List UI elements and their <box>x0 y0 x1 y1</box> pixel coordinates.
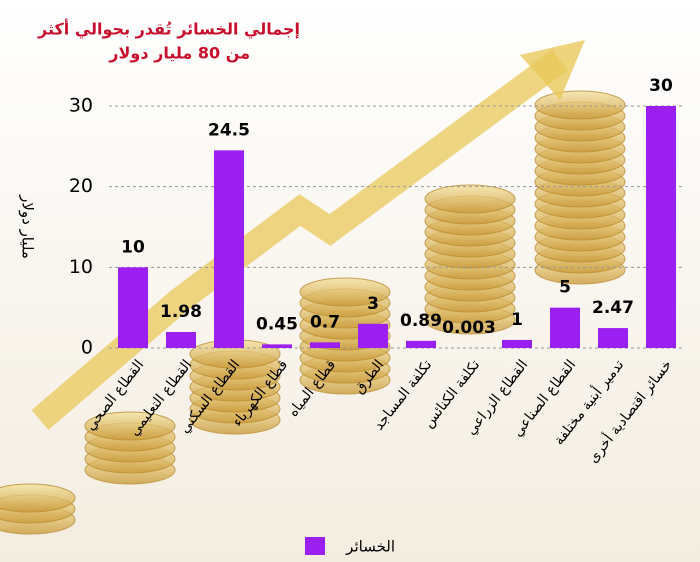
arrow-head <box>520 40 585 100</box>
y-tick-label: 10 <box>69 256 93 278</box>
value-label: 1.98 <box>160 302 202 322</box>
y-tick-label: 30 <box>69 95 93 117</box>
bar <box>166 332 196 348</box>
value-label: 0.7 <box>310 312 340 332</box>
coin <box>534 90 626 120</box>
value-label: 5 <box>559 278 571 298</box>
value-label: 0.45 <box>256 314 298 334</box>
value-label: 24.5 <box>208 120 250 140</box>
y-tick-label: 20 <box>69 175 93 197</box>
coin <box>0 483 76 513</box>
coin <box>84 411 176 441</box>
legend-swatch <box>305 537 325 555</box>
bar <box>550 307 580 348</box>
legend-label: الخسائر <box>345 538 395 556</box>
value-label: 3 <box>367 294 379 314</box>
chart-title: إجمالي الخسائر تُقدر بحوالي أكثر <box>37 19 300 40</box>
value-label: 30 <box>649 76 673 96</box>
y-tick-label: 0 <box>81 337 93 359</box>
value-label: 10 <box>121 237 145 257</box>
value-label: 1 <box>511 310 523 330</box>
bar <box>598 328 628 348</box>
decoration <box>0 90 626 535</box>
bar <box>358 323 388 348</box>
bar <box>502 339 532 348</box>
coin <box>424 184 516 214</box>
y-axis-label: مليار دولار <box>19 194 37 259</box>
chart-title: من 80 مليار دولار <box>108 44 250 63</box>
bar <box>118 267 148 348</box>
bar <box>262 344 292 348</box>
coin <box>299 277 391 307</box>
value-label: 0.89 <box>400 311 442 331</box>
value-label: 2.47 <box>592 298 634 318</box>
bar <box>214 150 244 348</box>
value-label: 0.003 <box>442 318 496 338</box>
bar <box>310 342 340 348</box>
bar <box>406 340 436 348</box>
bar <box>646 106 676 348</box>
